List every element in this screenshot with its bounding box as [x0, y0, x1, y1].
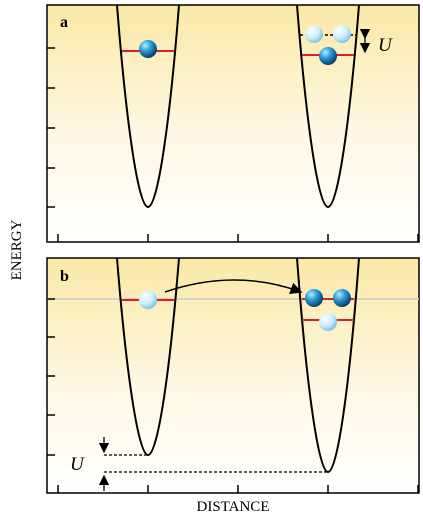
well — [116, 257, 180, 457]
particle — [139, 291, 157, 309]
well — [296, 257, 360, 474]
panel-frame — [46, 257, 420, 494]
particle — [333, 25, 351, 43]
panel-label: a — [60, 14, 68, 31]
y-axis-label: ENERGY — [9, 219, 25, 280]
particle — [139, 40, 157, 58]
ticks — [47, 47, 419, 242]
hop-arrow — [164, 279, 303, 295]
well — [116, 4, 180, 209]
energy-label: U — [378, 35, 393, 56]
particle — [305, 289, 323, 307]
particle — [319, 313, 337, 331]
particle — [333, 289, 351, 307]
panel-frame — [46, 4, 420, 243]
x-axis-label: DISTANCE — [197, 499, 270, 515]
energy-label: U — [70, 454, 85, 475]
well — [296, 4, 360, 209]
panel-label: b — [60, 268, 69, 285]
particle — [305, 25, 323, 43]
particle — [319, 47, 337, 65]
panel-b: b U — [46, 257, 420, 494]
ticks — [47, 298, 419, 493]
panel-a: a U — [46, 4, 420, 243]
